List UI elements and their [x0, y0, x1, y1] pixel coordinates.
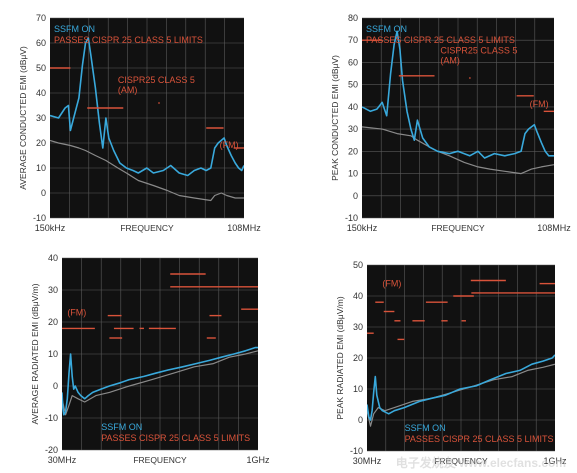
peak-radiated-emi-chart: -10 0 10 20 30 40 50 30MHz 1GHz FREQUENCY PEAK RAD… — [335, 260, 567, 466]
y-tick-label: 40 — [348, 102, 358, 112]
y-tick-label: 10 — [348, 169, 358, 179]
y-tick-label: 40 — [353, 291, 363, 301]
x-tick-label: 108MHz — [227, 223, 261, 233]
legend-ssfm-on: SSFM ON — [366, 24, 407, 34]
y-tick-label: 30 — [48, 285, 58, 295]
x-axis-label: FREQUENCY — [120, 223, 174, 233]
y-axis-label: AVERAGE RADIATED EMI (dBμV/m) — [30, 283, 40, 424]
y-axis-label: PEAK CONDUCTED EMI (dBμV) — [330, 55, 340, 181]
watermark: 电子发烧友 www.elecfans.com — [396, 455, 566, 470]
legend-cispr-limits: PASSES CISPR 25 CLASS 5 LIMITS — [405, 434, 554, 444]
y-tick-label: 30 — [353, 322, 363, 332]
y-tick-label: 0 — [41, 188, 46, 198]
plot-area — [367, 279, 555, 427]
legend-ssfm-on: SSFM ON — [101, 422, 142, 432]
x-tick-label: 1GHz — [246, 455, 270, 465]
series-line-ssfm-on — [62, 346, 258, 416]
y-tick-label: 0 — [358, 415, 363, 425]
y-tick-label: 50 — [36, 63, 46, 73]
y-tick-label: 30 — [348, 124, 358, 134]
series-line-ssfm-on — [50, 37, 244, 177]
annotation-label: (AM) — [118, 85, 138, 95]
y-tick-label: 70 — [36, 13, 46, 23]
y-tick-label: 60 — [36, 38, 46, 48]
y-tick-label: 30 — [36, 113, 46, 123]
plot-area — [62, 273, 258, 416]
series-line-ssfm-off — [50, 139, 244, 202]
legend-cispr-limits: PASSES CISPR 25 CLASS 5 LIMITS — [366, 35, 515, 45]
y-axis-label: PEAK RADIATED EMI (dBμV/m) — [335, 296, 345, 419]
y-tick-label: 40 — [36, 88, 46, 98]
legend-cispr-limits: PASSES CISPR 25 CLASS 5 LIMITS — [54, 35, 203, 45]
annotation-label: (FM) — [220, 140, 239, 150]
x-tick-label: 30MHz — [48, 455, 77, 465]
y-tick-label: 40 — [48, 253, 58, 263]
series-line-ssfm-off — [362, 126, 554, 175]
y-axis-label: AVERAGE CONDUCTED EMI (dBμV) — [18, 46, 28, 190]
series-line-ssfm-off — [62, 350, 258, 416]
x-axis-label: FREQUENCY — [431, 223, 485, 233]
annotation-label: (FM) — [382, 279, 401, 289]
y-tick-label: 50 — [348, 80, 358, 90]
y-tick-label: 50 — [353, 260, 363, 270]
y-tick-label: 70 — [348, 35, 358, 45]
series-line-ssfm-on — [362, 30, 554, 159]
y-tick-label: -20 — [45, 445, 58, 455]
series-line-ssfm-on — [367, 354, 555, 421]
y-tick-label: 20 — [353, 353, 363, 363]
annotation-label: (FM) — [67, 308, 86, 318]
y-tick-label: 10 — [36, 163, 46, 173]
average-conducted-emi-chart: -10 0 10 20 30 40 50 60 70 150kHz 108MHz FREQUENCY A… — [18, 13, 261, 233]
x-tick-label: 108MHz — [537, 223, 571, 233]
y-tick-label: -10 — [45, 413, 58, 423]
average-radiated-emi-chart: -20 -10 0 10 20 30 40 30MHz 1GHz FREQUENCY AVERAGE… — [30, 253, 270, 465]
x-tick-label: 150kHz — [347, 223, 378, 233]
legend-cispr-limits: PASSES CISPR 25 CLASS 5 LIMITS — [101, 433, 250, 443]
x-axis-label: FREQUENCY — [434, 456, 488, 466]
y-tick-label: 20 — [48, 317, 58, 327]
y-tick-label: 10 — [48, 349, 58, 359]
annotation-label: CISPR25 CLASS 5 — [118, 75, 195, 85]
x-tick-label: 150kHz — [35, 223, 66, 233]
y-tick-label: 10 — [353, 384, 363, 394]
legend-ssfm-on: SSFM ON — [405, 423, 446, 433]
y-tick-label: -10 — [350, 446, 363, 456]
plot-area — [50, 37, 244, 202]
y-tick-label: 20 — [36, 138, 46, 148]
legend-ssfm-on: SSFM ON — [54, 24, 95, 34]
y-tick-label: 0 — [53, 381, 58, 391]
y-tick-label: 0 — [353, 191, 358, 201]
y-tick-label: 60 — [348, 57, 358, 67]
y-tick-label: 80 — [348, 13, 358, 23]
y-tick-label: -10 — [345, 213, 358, 223]
annotation-label: CISPR25 CLASS 5 — [440, 46, 517, 56]
x-tick-label: 1GHz — [543, 456, 567, 466]
plot-area — [362, 30, 554, 175]
annotation-label: (AM) — [440, 56, 460, 66]
x-axis-label: FREQUENCY — [133, 455, 187, 465]
y-tick-label: 20 — [348, 146, 358, 156]
y-tick-label: -10 — [33, 213, 46, 223]
peak-conducted-emi-chart: -10 0 10 20 30 40 50 60 70 80 150kHz 108MHz FREQUENC… — [330, 13, 571, 233]
x-tick-label: 30MHz — [353, 456, 382, 466]
annotation-label: (FM) — [530, 99, 549, 109]
